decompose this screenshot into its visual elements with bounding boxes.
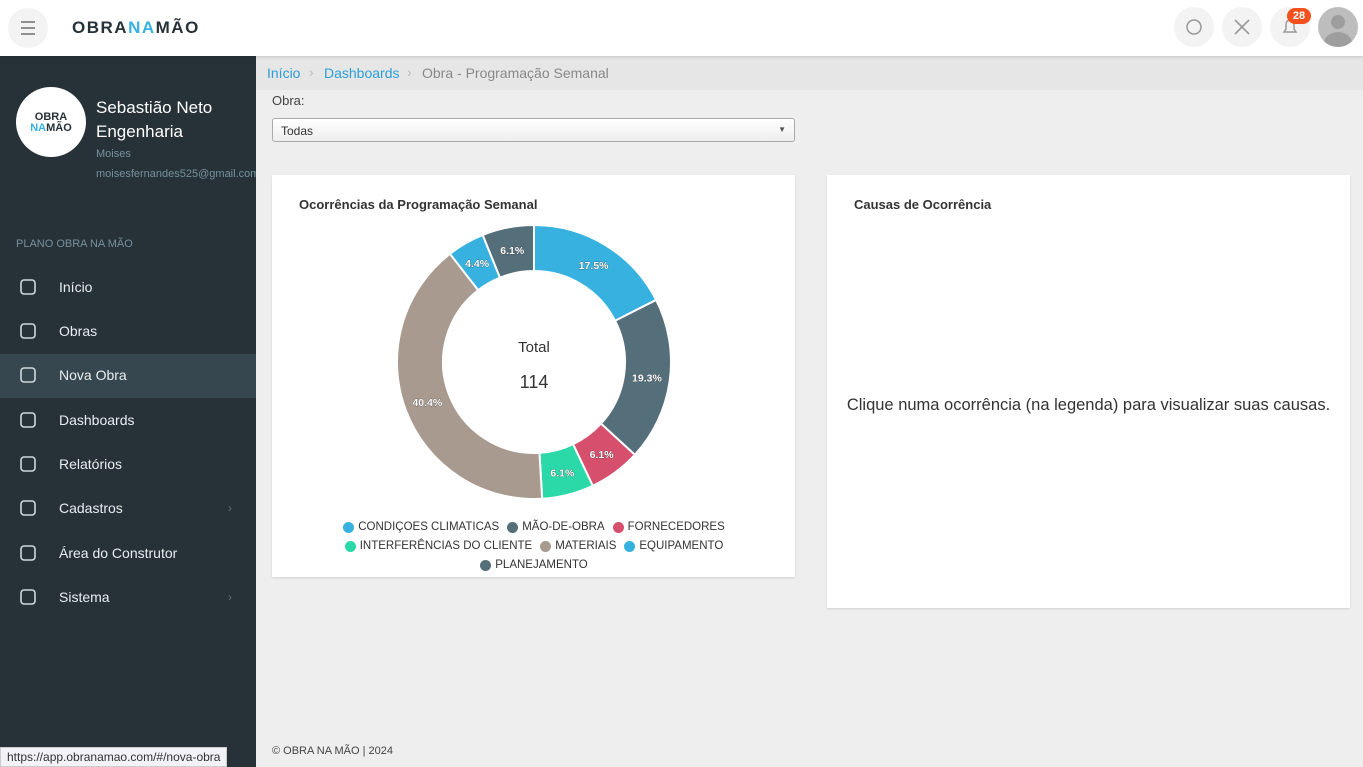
menu-icon <box>20 367 36 383</box>
legend-item[interactable]: FORNECEDORES <box>612 520 725 534</box>
sidebar: OBRA NAMÃO Sebastião Neto Engenharia Mois… <box>0 56 256 767</box>
menu-icon <box>20 500 36 516</box>
menu-label: Relatórios <box>59 456 123 472</box>
menu-icon <box>20 545 36 561</box>
legend-marker <box>624 540 636 552</box>
legend-label: INTERFERÊNCIAS DO CLIENTE <box>359 540 533 552</box>
legend-item[interactable]: PLANEJAMENTO <box>480 558 588 572</box>
section-label: PLANO OBRA NA MÃO <box>16 238 133 250</box>
breadcrumb-current: Obra - Programação Semanal <box>422 65 609 81</box>
icon-shape <box>20 279 36 295</box>
icon-shape <box>20 589 36 605</box>
obra-select[interactable]: Todas ▼ <box>272 118 795 142</box>
menu-item[interactable]: Nova Obra <box>0 354 256 398</box>
chevron: › <box>228 501 232 515</box>
legend-marker <box>540 540 552 552</box>
legend-marker <box>507 521 519 533</box>
legend-label: PLANEJAMENTO <box>495 559 588 571</box>
menu-item[interactable]: Dashboards <box>0 399 256 443</box>
legend-label: EQUIPAMENTO <box>639 540 724 552</box>
logo-text: OBRA <box>34 111 68 123</box>
menu-item[interactable]: Sistema › <box>0 576 256 620</box>
menu-toggle[interactable] <box>8 8 48 48</box>
logo-text: NA <box>30 122 47 134</box>
logo-text: MÃO <box>46 122 72 134</box>
select-value: Todas <box>281 124 314 138</box>
menu-item[interactable]: Obras <box>0 310 256 354</box>
user-email: moisesfernandes525@gmail.com <box>96 168 256 180</box>
card-title: Causas de Ocorrência <box>854 197 992 212</box>
menu-icon <box>20 279 36 295</box>
legend: CONDIÇOES CLIMATICAS MÃO-DE-OBRA FORNECEDO… <box>290 520 778 572</box>
menu-item[interactable]: Início <box>0 266 256 310</box>
brand-part: OBRA <box>72 18 129 37</box>
brand-part: MÃO <box>155 18 200 37</box>
brand-part: NA <box>128 18 156 37</box>
menu-icon <box>20 323 36 339</box>
menu-item[interactable]: Área do Construtor <box>0 532 256 576</box>
menu-label: Nova Obra <box>59 367 127 383</box>
menu-label: Dashboards <box>59 412 135 428</box>
status-url: https://app.obranamao.com/#/nova-obra <box>0 747 228 767</box>
icon-shape <box>20 545 36 561</box>
whatsapp-button[interactable] <box>1174 7 1214 47</box>
brand[interactable]: OBRANAMÃO <box>72 18 200 38</box>
avatar-icon <box>1324 15 1352 47</box>
menu-icon <box>21 21 35 35</box>
user-name: Moises <box>96 148 131 160</box>
chart-card: Ocorrências da Programação Semanal <box>272 175 795 577</box>
menu-label: Sistema <box>59 589 110 605</box>
menu-item[interactable]: Cadastros › <box>0 487 256 531</box>
causes-card: Causas de Ocorrência Clique numa ocorrên… <box>827 175 1350 608</box>
icon-shape <box>20 500 36 516</box>
filter-label: Obra: <box>272 93 305 108</box>
legend-marker <box>480 559 492 571</box>
fullscreen-button[interactable] <box>1222 7 1262 47</box>
menu-label: Cadastros <box>59 500 123 516</box>
legend-item[interactable]: MÃO-DE-OBRA <box>507 520 605 534</box>
separator: › <box>309 64 314 80</box>
menu-label: Obras <box>59 323 98 339</box>
breadcrumb-link[interactable]: Início <box>267 65 301 81</box>
legend-marker <box>343 521 355 533</box>
menu-label: Início <box>59 279 93 295</box>
icon-shape <box>20 412 36 428</box>
legend-item[interactable]: MATERIAIS <box>540 539 616 553</box>
legend-marker <box>612 521 624 533</box>
separator: › <box>407 64 412 80</box>
icon-shape <box>20 456 36 472</box>
breadcrumb-link[interactable]: Dashboards <box>324 65 400 81</box>
legend-label: FORNECEDORES <box>627 521 725 533</box>
avatar[interactable] <box>1318 7 1358 47</box>
legend-label: MATERIAIS <box>555 540 617 552</box>
legend-item[interactable]: INTERFERÊNCIAS DO CLIENTE <box>344 539 533 553</box>
top-bar: OBRANAMÃO 28 <box>0 0 1363 56</box>
breadcrumb: Início › Dashboards › Obra - Programação… <box>256 56 1363 90</box>
logo-text: NAMÃO <box>16 123 86 134</box>
chevron: › <box>228 590 232 604</box>
notification-badge: 28 <box>1287 8 1311 24</box>
legend-label: MÃO-DE-OBRA <box>522 521 605 533</box>
legend-label: CONDIÇOES CLIMATICAS <box>358 521 500 533</box>
menu-icon <box>20 412 36 428</box>
causes-message: Clique numa ocorrência (na legenda) para… <box>846 396 1331 414</box>
company-logo: OBRA NAMÃO <box>16 87 86 157</box>
company-name: Sebastião Neto Engenharia <box>96 98 213 141</box>
legend-item[interactable]: CONDIÇOES CLIMATICAS <box>343 520 499 534</box>
menu-icon <box>20 589 36 605</box>
footer: © OBRA NA MÃO | 2024 <box>272 745 394 757</box>
chart-title: Ocorrências da Programação Semanal <box>299 197 538 212</box>
select-arrow: ▼ <box>778 125 786 134</box>
legend-marker <box>344 540 356 552</box>
icon-shape <box>20 367 36 383</box>
menu-icon <box>20 456 36 472</box>
fullscreen-icon <box>1234 19 1250 35</box>
icon-shape <box>20 323 36 339</box>
legend-item[interactable]: EQUIPAMENTO <box>624 539 723 553</box>
menu-item[interactable]: Relatórios <box>0 443 256 487</box>
menu-label: Área do Construtor <box>59 545 178 561</box>
whatsapp-icon <box>1186 19 1202 35</box>
